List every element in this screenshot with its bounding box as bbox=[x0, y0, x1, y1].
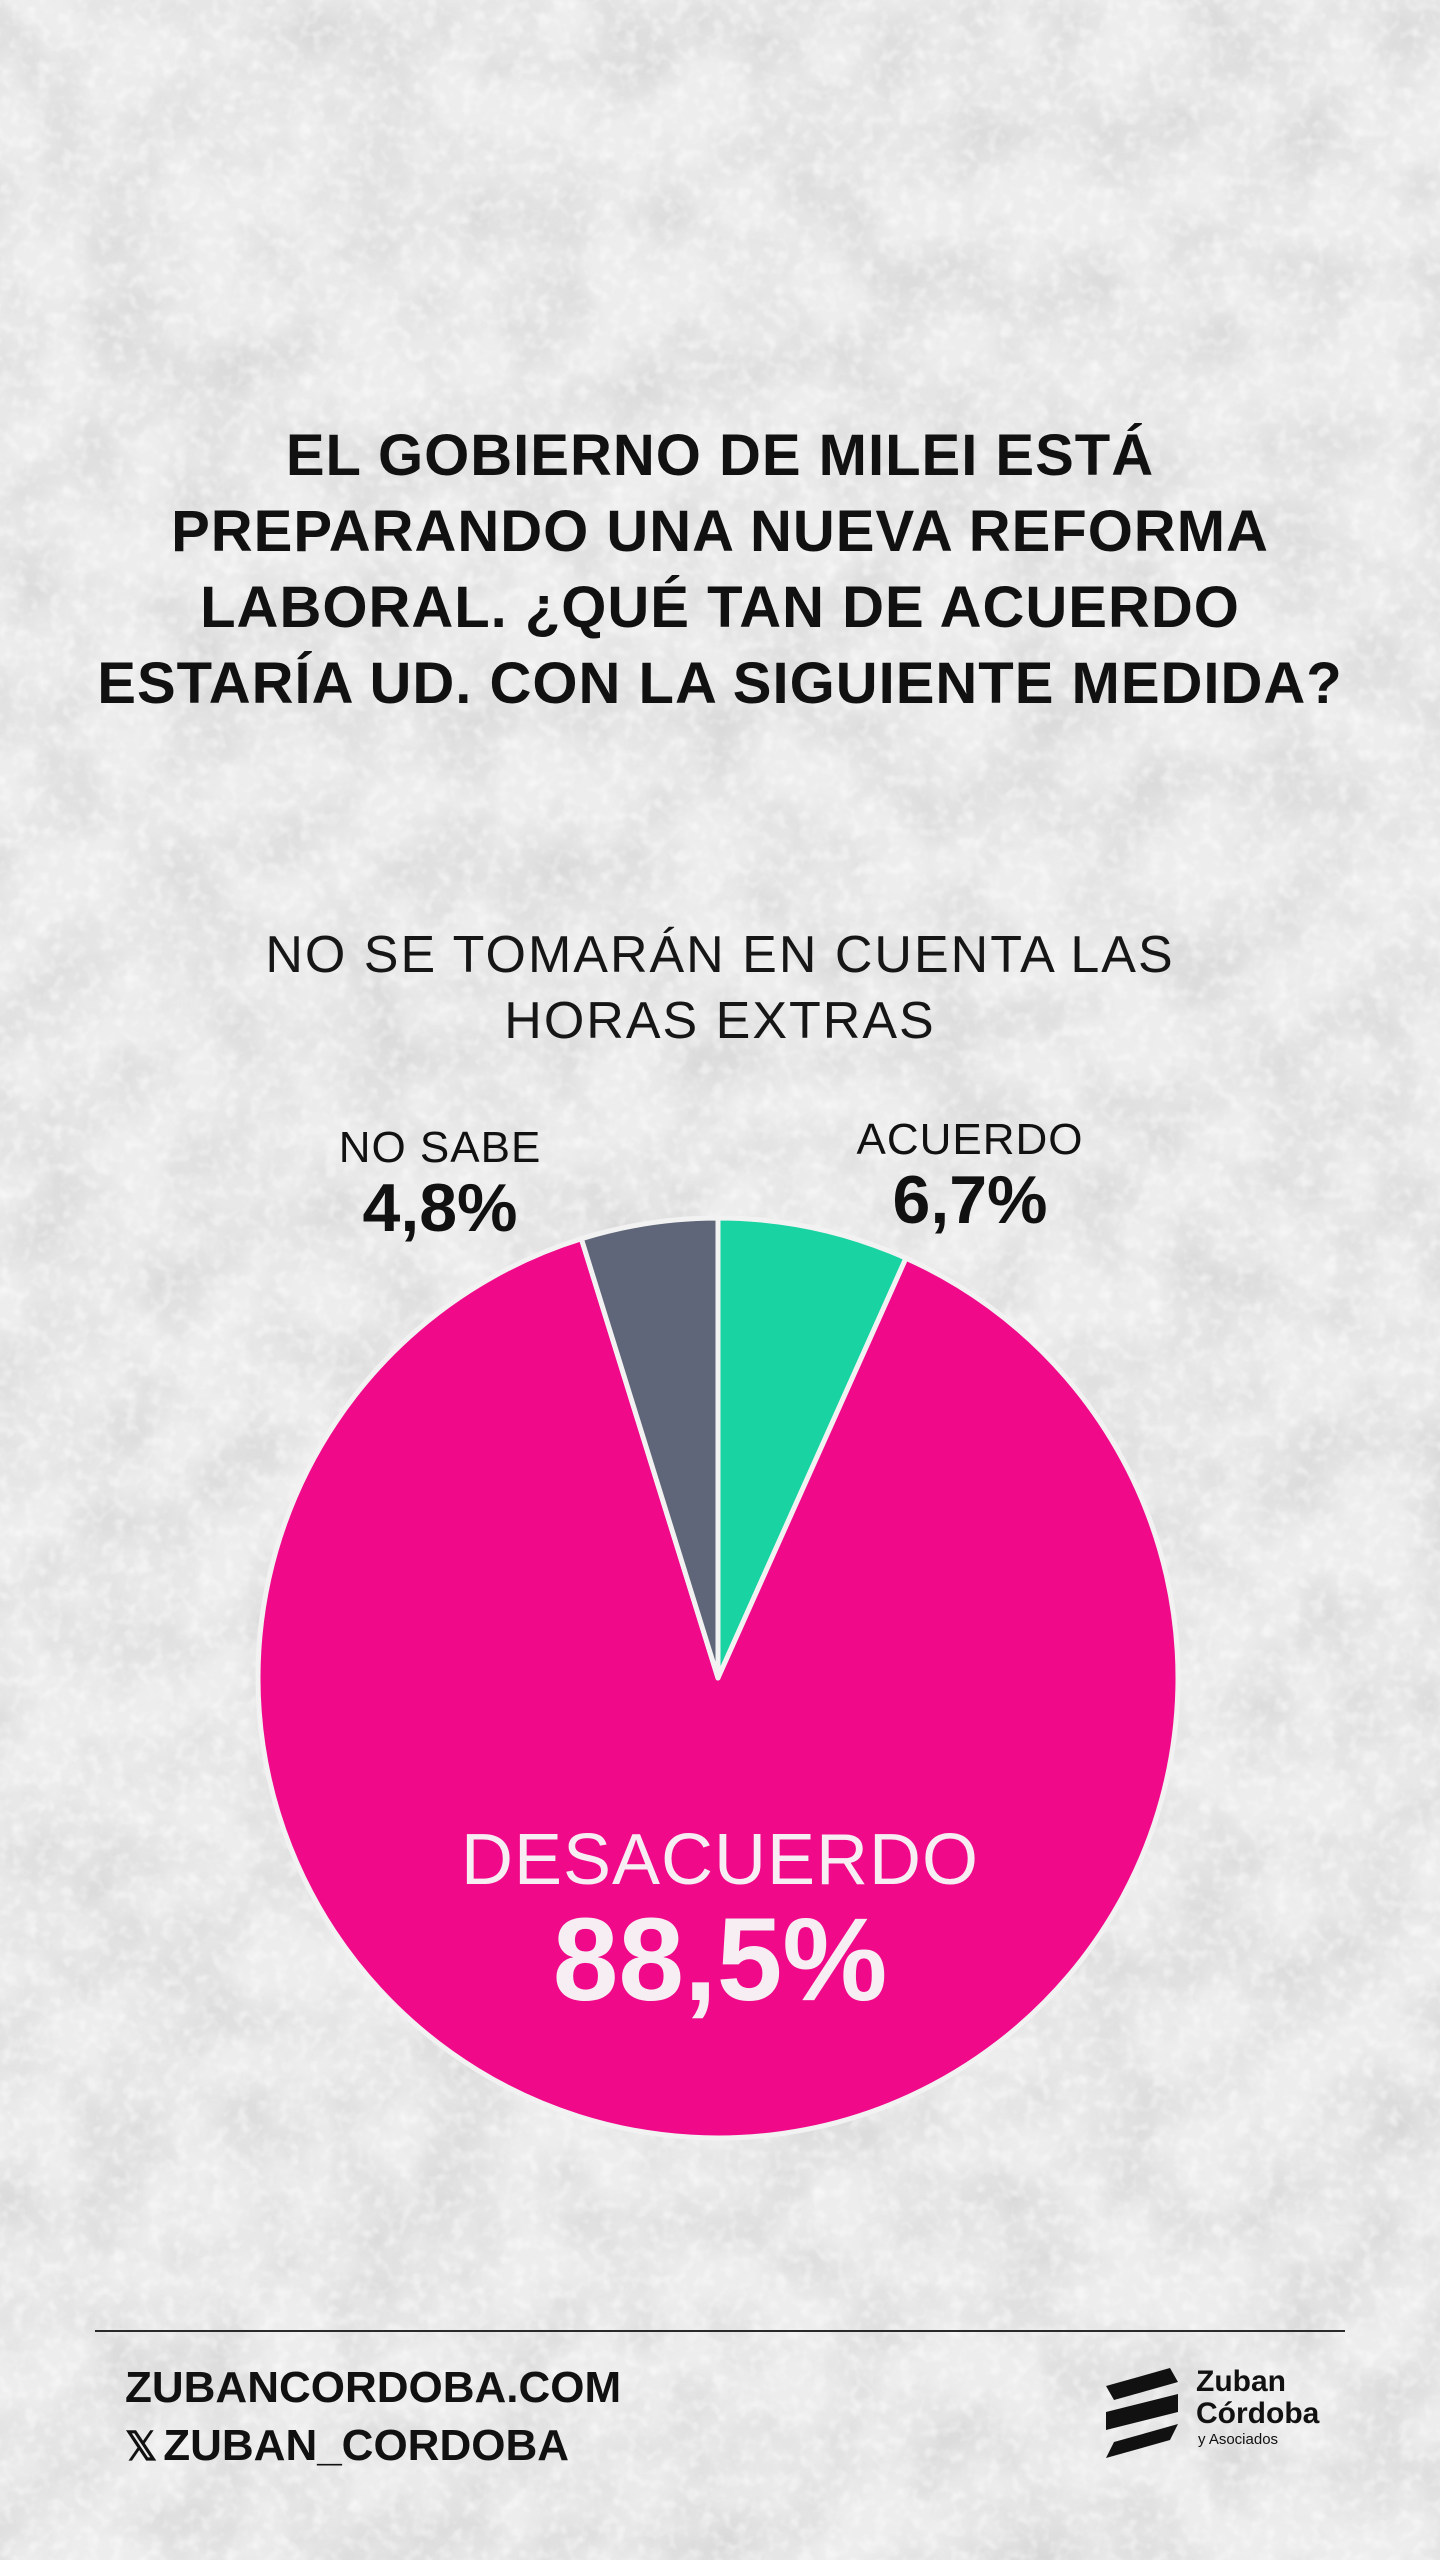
slice-value-text: 4,8% bbox=[362, 1170, 518, 1246]
slice-label-acuerdo: ACUERDO 6,7% bbox=[820, 1115, 1120, 1238]
stripes-logo-icon bbox=[1106, 2368, 1178, 2458]
x-logo-icon: 𝕏 bbox=[125, 2425, 158, 2469]
logo-line-2: Córdoba bbox=[1196, 2397, 1320, 2430]
social-handle[interactable]: 𝕏 ZUBAN_CORDOBA bbox=[125, 2420, 569, 2473]
handle-text: ZUBAN_CORDOBA bbox=[163, 2421, 570, 2470]
chart-title: NO SE TOMARÁN EN CUENTA LAS HORAS EXTRAS bbox=[265, 926, 1175, 1050]
pie-slice-acuerdo bbox=[715, 1215, 909, 1681]
pie-slice-no-sabe bbox=[578, 1215, 721, 1681]
survey-question: EL GOBIERNO DE MILEI ESTÁ PREPARANDO UNA… bbox=[97, 423, 1343, 716]
slice-label-desacuerdo: DESACUERDO 88,5% bbox=[380, 1820, 1060, 2020]
slice-label-text: DESACUERDO bbox=[460, 1820, 980, 1900]
pie-slice-desacuerdo bbox=[255, 1236, 1181, 2141]
slice-value-text: 88,5% bbox=[552, 1894, 888, 2026]
slice-label-no-sabe: NO SABE 4,8% bbox=[300, 1123, 580, 1246]
logo-line-1: Zuban bbox=[1196, 2365, 1286, 2398]
logo-line-3: y Asociados bbox=[1198, 2431, 1279, 2448]
brand-logo: Zuban Córdoba y Asociados bbox=[1100, 2364, 1320, 2464]
slice-value-text: 6,7% bbox=[892, 1162, 1048, 1238]
slice-label-text: NO SABE bbox=[338, 1123, 542, 1172]
footer-divider bbox=[95, 2330, 1345, 2332]
website-link[interactable]: ZUBANCORDOBA.COM bbox=[125, 2363, 622, 2412]
slice-label-text: ACUERDO bbox=[856, 1115, 1084, 1164]
